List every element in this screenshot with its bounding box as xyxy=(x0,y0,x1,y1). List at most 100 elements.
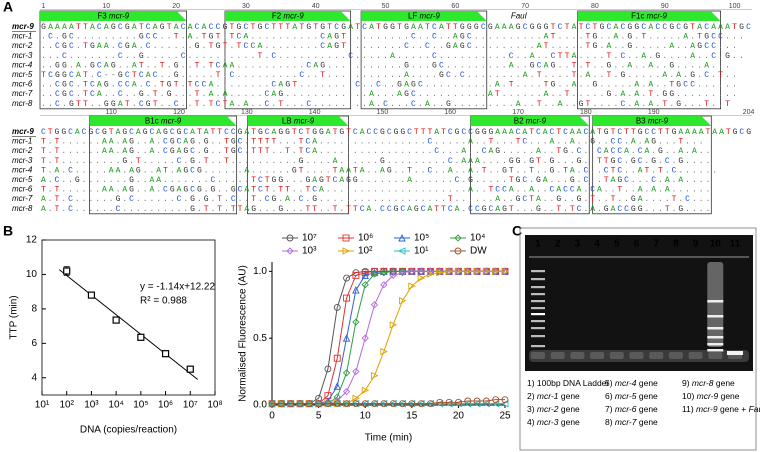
row-label: mcr-8 xyxy=(12,99,33,108)
x-axis-title: Time (min) xyxy=(365,433,412,444)
marker xyxy=(482,267,491,276)
row-label: mcr-6 xyxy=(12,185,33,194)
marker xyxy=(389,271,397,280)
row-label: mcr-3 xyxy=(12,51,33,60)
primer-label: F3 mcr-9 xyxy=(97,12,129,21)
x-tick-label: 10² xyxy=(59,400,74,411)
data-point xyxy=(186,365,194,373)
marker xyxy=(371,400,378,408)
marker xyxy=(352,286,360,294)
marker xyxy=(352,394,360,403)
ruler-number: 130 xyxy=(241,109,253,116)
lane-label: 7 xyxy=(653,239,659,250)
lane-smear xyxy=(649,352,664,359)
marker xyxy=(342,334,351,342)
y-tick-label: 12 xyxy=(26,235,38,246)
lane-smear xyxy=(708,352,723,359)
row-label: mcr-2 xyxy=(12,41,33,50)
row-label: mcr-7 xyxy=(12,194,33,203)
y-tick-label: 10 xyxy=(26,269,38,280)
data-point xyxy=(112,316,120,324)
marker xyxy=(454,267,463,276)
marker xyxy=(426,400,434,408)
marker xyxy=(371,371,379,380)
legend-item: 10) mcr-9 gene xyxy=(682,391,740,401)
x-tick-label: 10⁸ xyxy=(207,400,222,411)
lane-label: 6 xyxy=(634,239,640,250)
ruler-number: 30 xyxy=(242,3,250,10)
marker xyxy=(454,398,462,406)
x-tick-label: 0 xyxy=(269,411,275,422)
lane-label: 10 xyxy=(710,239,722,250)
lane-label: 5 xyxy=(614,239,620,250)
ruler-number: 110 xyxy=(106,109,117,116)
marker xyxy=(342,387,351,396)
x-tick-label: 10⁵ xyxy=(133,400,148,411)
ladder-band xyxy=(531,320,545,323)
x-tick-label: 25 xyxy=(499,411,511,422)
row-label: mcr-5 xyxy=(12,175,33,184)
data-point xyxy=(63,267,71,275)
lane-smear xyxy=(590,352,605,359)
y-tick-label: 8 xyxy=(31,304,37,315)
primer-label: B1c mcr-9 xyxy=(145,117,182,126)
ruler-number: 90 xyxy=(661,3,669,10)
row-label: mcr-4 xyxy=(12,61,33,70)
marker xyxy=(287,400,295,408)
lane-label: 11 xyxy=(730,239,741,250)
marker xyxy=(473,267,482,276)
marker xyxy=(398,267,407,275)
legend-item: 7) mcr-6 gene xyxy=(605,404,658,414)
ruler-number: 180 xyxy=(580,109,592,116)
marker xyxy=(463,399,472,408)
legend-item: 3) mcr-2 gene xyxy=(527,404,580,414)
marker xyxy=(333,303,341,311)
ladder-band xyxy=(531,345,545,348)
row-label: mcr-1 xyxy=(12,32,32,41)
marker xyxy=(426,270,435,278)
annotation: y = -1.14x+12.22 xyxy=(140,282,215,293)
legend-item: 1) 100bp DNA Ladder xyxy=(527,378,609,388)
ruler-number: 160 xyxy=(444,109,456,116)
row-label: mcr-8 xyxy=(12,204,33,213)
ruler-number: 10 xyxy=(102,3,110,10)
ladder-band xyxy=(531,335,545,338)
legend-item: 2) mcr-1 gene xyxy=(527,391,580,401)
marker xyxy=(286,234,294,242)
marker xyxy=(296,400,304,408)
y-tick-label: 0.5 xyxy=(253,333,267,344)
ruler-number: 20 xyxy=(172,3,180,10)
y-tick-label: 1.0 xyxy=(253,266,267,277)
lane-smear xyxy=(570,352,585,359)
marker xyxy=(501,267,510,276)
ladder-band xyxy=(531,286,545,289)
y-tick-label: 4 xyxy=(31,372,37,383)
panel-label: C xyxy=(512,223,522,239)
marker xyxy=(286,247,294,255)
ladder-band xyxy=(531,270,545,273)
legend-label: 10¹ xyxy=(414,246,429,257)
row-label: mcr-4 xyxy=(12,166,33,175)
series-line xyxy=(272,270,505,405)
marker xyxy=(380,269,388,277)
y-tick-label: 6 xyxy=(31,338,37,349)
row-label: mcr-3 xyxy=(12,156,33,165)
marker xyxy=(352,367,360,376)
legend-label: 10³ xyxy=(302,246,317,257)
lane-smear xyxy=(550,352,565,359)
marker xyxy=(436,398,444,406)
primer-bar xyxy=(470,116,590,126)
primer-bar xyxy=(89,116,237,126)
data-point xyxy=(87,291,96,299)
series-line xyxy=(272,399,505,405)
ladder-band xyxy=(531,313,545,316)
